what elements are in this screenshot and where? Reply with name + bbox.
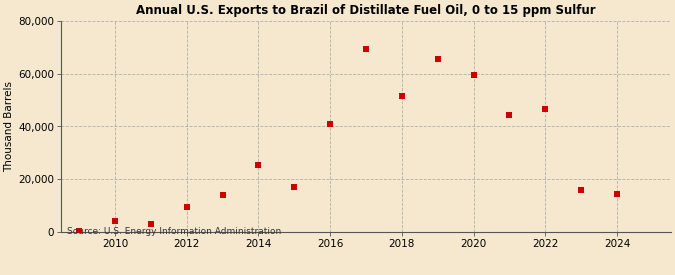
Point [433, 57, 443, 62]
Point [325, 122, 335, 126]
Point [146, 222, 157, 226]
Point [182, 205, 192, 209]
Point [504, 112, 515, 117]
Text: Source: U.S. Energy Information Administration: Source: U.S. Energy Information Administ… [68, 227, 281, 236]
Y-axis label: Thousand Barrels: Thousand Barrels [4, 81, 14, 172]
Point [396, 94, 407, 98]
Point [540, 107, 551, 112]
Point [217, 193, 228, 197]
Point [253, 163, 264, 167]
Point [74, 228, 84, 233]
Point [360, 46, 371, 51]
Point [576, 188, 587, 192]
Point [109, 219, 120, 224]
Point [468, 73, 479, 77]
Title: Annual U.S. Exports to Brazil of Distillate Fuel Oil, 0 to 15 ppm Sulfur: Annual U.S. Exports to Brazil of Distill… [136, 4, 596, 17]
Point [612, 191, 622, 196]
Point [289, 185, 300, 189]
